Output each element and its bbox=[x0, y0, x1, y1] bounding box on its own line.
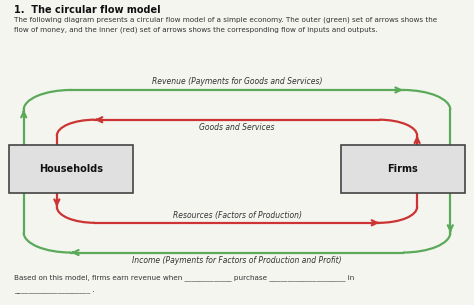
Text: Resources (Factors of Production): Resources (Factors of Production) bbox=[173, 211, 301, 220]
Text: Based on this model, firms earn revenue when _____________ purchase ____________: Based on this model, firms earn revenue … bbox=[14, 274, 355, 281]
Text: Revenue (Payments for Goods and Services): Revenue (Payments for Goods and Services… bbox=[152, 77, 322, 86]
Text: Income (Payments for Factors of Production and Profit): Income (Payments for Factors of Producti… bbox=[132, 256, 342, 264]
FancyBboxPatch shape bbox=[341, 145, 465, 193]
Text: 1.  The circular flow model: 1. The circular flow model bbox=[14, 5, 161, 15]
Text: _____________________ .: _____________________ . bbox=[14, 288, 95, 294]
Text: Goods and Services: Goods and Services bbox=[199, 123, 275, 132]
Text: Households: Households bbox=[39, 164, 103, 174]
Text: flow of money, and the inner (red) set of arrows shows the corresponding flow of: flow of money, and the inner (red) set o… bbox=[14, 27, 378, 33]
FancyBboxPatch shape bbox=[9, 145, 133, 193]
Text: The following diagram presents a circular flow model of a simple economy. The ou: The following diagram presents a circula… bbox=[14, 17, 438, 23]
Text: Firms: Firms bbox=[388, 164, 418, 174]
